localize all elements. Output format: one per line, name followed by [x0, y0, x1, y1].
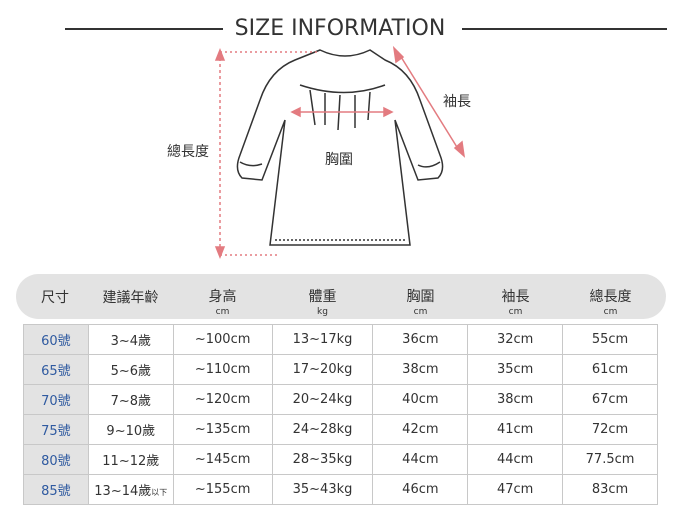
- dress-diagram: [214, 45, 466, 260]
- header-size: 尺寸: [41, 290, 69, 306]
- page-title: SIZE INFORMATION: [0, 16, 680, 41]
- table-cell: ~100cm: [172, 324, 273, 355]
- header-weight: 體重 kg: [308, 289, 337, 317]
- table-cell: 61cm: [562, 354, 658, 385]
- table-cell: 44cm: [467, 444, 564, 475]
- table-cell: 46cm: [372, 474, 469, 505]
- table-cell: 65號: [23, 354, 89, 385]
- table-cell: ~155cm: [172, 474, 273, 505]
- table-cell: 13~17kg: [271, 324, 374, 355]
- table-cell: 47cm: [467, 474, 564, 505]
- table-cell: ~135cm: [172, 414, 273, 445]
- table-cell: 85號: [23, 474, 89, 505]
- table-cell: 35~43kg: [271, 474, 374, 505]
- table-cell: 40cm: [372, 384, 469, 415]
- table-row: 60號 3~4歲 ~100cm 13~17kg 36cm 32cm 55cm: [23, 324, 658, 355]
- table-cell: 28~35kg: [271, 444, 374, 475]
- table-row: 70號 7~8歲 ~120cm 20~24kg 40cm 38cm 67cm: [23, 384, 658, 415]
- sleeve-length-label: 袖長: [443, 94, 471, 110]
- table-cell: 32cm: [467, 324, 564, 355]
- table-cell: 67cm: [562, 384, 658, 415]
- divider: [462, 28, 667, 30]
- table-cell: 13~14歲以下: [87, 474, 174, 505]
- table-row: 80號 11~12歲 ~145cm 28~35kg 44cm 44cm 77.5cm: [23, 444, 658, 475]
- table-cell: 72cm: [562, 414, 658, 445]
- table-cell: 44cm: [372, 444, 469, 475]
- table-row: 75號 9~10歲 ~135cm 24~28kg 42cm 41cm 72cm: [23, 414, 658, 445]
- divider: [65, 28, 225, 30]
- table-row: 85號 13~14歲以下 ~155cm 35~43kg 46cm 47cm 83cm: [23, 474, 658, 505]
- table-cell: 36cm: [372, 324, 469, 355]
- table-cell: ~120cm: [172, 384, 273, 415]
- table-cell: ~145cm: [172, 444, 273, 475]
- table-cell: 75號: [23, 414, 89, 445]
- chest-label: 胸圍: [325, 152, 353, 168]
- table-cell: 20~24kg: [271, 384, 374, 415]
- table-cell: 83cm: [562, 474, 658, 505]
- table-cell: 42cm: [372, 414, 469, 445]
- table-cell: 11~12歲: [87, 444, 174, 475]
- table-cell: 38cm: [467, 384, 564, 415]
- header-age: 建議年齡: [102, 290, 159, 306]
- table-cell: 3~4歲: [87, 324, 174, 355]
- table-cell: ~110cm: [172, 354, 273, 385]
- table-cell: 70號: [23, 384, 89, 415]
- table-row: 65號 5~6歲 ~110cm 17~20kg 38cm 35cm 61cm: [23, 354, 658, 385]
- title-bar: SIZE INFORMATION: [0, 14, 680, 44]
- header-height: 身高 cm: [208, 289, 237, 317]
- table-header: 尺寸 建議年齡 身高 cm 體重 kg 胸圍 cm 袖長 cm 總長度 cm: [16, 274, 666, 319]
- header-length: 總長度 cm: [589, 289, 632, 317]
- table-cell: 9~10歲: [87, 414, 174, 445]
- table-cell: 17~20kg: [271, 354, 374, 385]
- table-cell: 5~6歲: [87, 354, 174, 385]
- table-cell: 77.5cm: [562, 444, 658, 475]
- table-cell: 80號: [23, 444, 89, 475]
- table-cell: 55cm: [562, 324, 658, 355]
- table-cell: 7~8歲: [87, 384, 174, 415]
- header-sleeve: 袖長 cm: [501, 289, 530, 317]
- table-cell: 38cm: [372, 354, 469, 385]
- size-table: 60號 3~4歲 ~100cm 13~17kg 36cm 32cm 55cm 65號 5~6歲 ~…: [23, 324, 658, 505]
- table-cell: 35cm: [467, 354, 564, 385]
- dress-outline: [236, 49, 444, 246]
- total-length-label: 總長度: [167, 144, 209, 160]
- measure-arrows: [214, 45, 466, 260]
- table-cell: 60號: [23, 324, 89, 355]
- table-cell: 24~28kg: [271, 414, 374, 445]
- header-chest: 胸圍 cm: [406, 289, 435, 317]
- age-suffix: 以下: [151, 488, 168, 497]
- table-cell: 41cm: [467, 414, 564, 445]
